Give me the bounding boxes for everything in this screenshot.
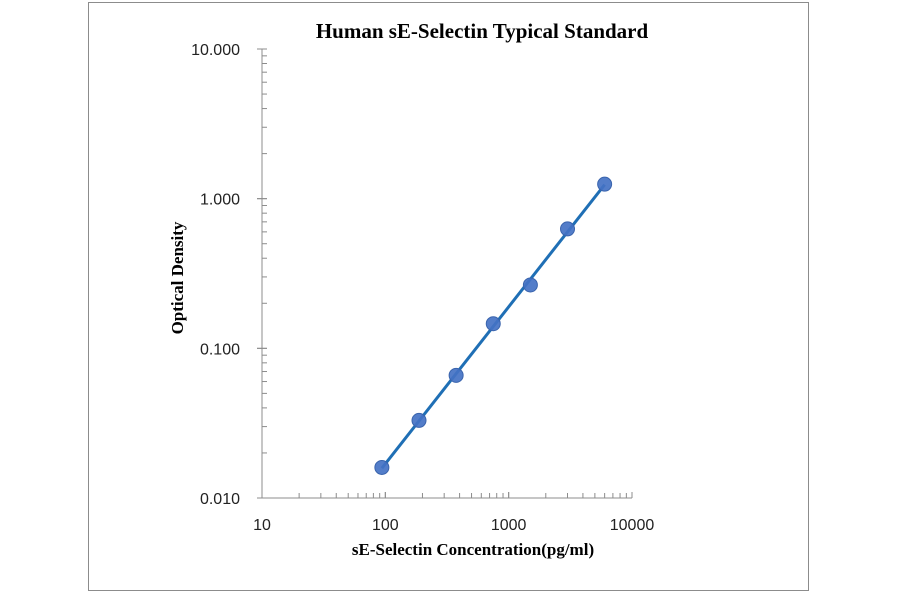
chart-title: Human sE-Selectin Typical Standard (316, 19, 649, 43)
data-point (560, 221, 576, 237)
data-point (411, 412, 427, 428)
y-tick-label: 0.100 (200, 341, 240, 358)
data-point (374, 459, 390, 475)
x-tick-label: 1000 (491, 517, 527, 534)
data-point (448, 367, 464, 383)
data-point (485, 316, 501, 332)
x-tick-label: 10000 (610, 517, 655, 534)
y-tick-label: 10.000 (191, 42, 240, 59)
y-tick-label: 1.000 (200, 192, 240, 209)
data-point (597, 176, 613, 192)
x-tick-label: 10 (253, 517, 271, 534)
data-point (522, 277, 538, 293)
y-axis-label: Optical Density (168, 221, 187, 334)
chart-frame (88, 2, 809, 591)
x-tick-label: 100 (372, 517, 399, 534)
y-tick-label: 0.010 (200, 491, 240, 508)
x-axis-label: sE-Selectin Concentration(pg/ml) (352, 540, 594, 559)
